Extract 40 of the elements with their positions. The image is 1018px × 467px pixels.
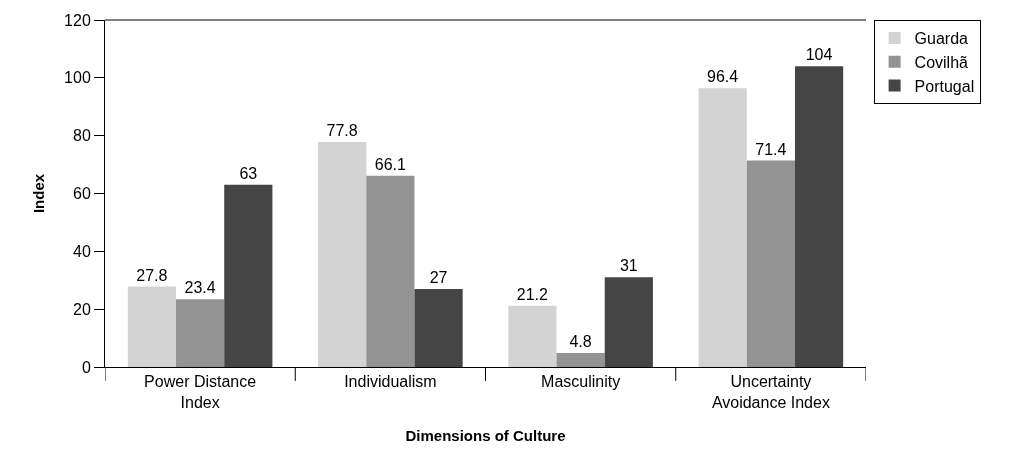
y-tick-label: 40 (73, 242, 91, 260)
bar (556, 353, 605, 367)
data-label: 96.4 (707, 68, 739, 86)
bar (604, 277, 653, 367)
legend-label: Covilhã (914, 53, 969, 71)
data-label: 4.8 (569, 333, 592, 351)
y-tick-label: 0 (81, 358, 91, 376)
bar (508, 305, 557, 367)
x-tick-label: Power Distance Index (144, 373, 257, 411)
y-tick-label: 80 (73, 127, 91, 145)
bar (224, 184, 273, 367)
data-label: 63 (239, 164, 258, 182)
data-label: 66.1 (374, 155, 406, 173)
legend-label: Portugal (914, 77, 975, 95)
data-label: 31 (619, 257, 638, 275)
bar (794, 66, 844, 367)
x-tick-label: Individualism (344, 373, 437, 391)
bar (746, 160, 795, 367)
bar (176, 299, 225, 367)
y-tick-label: 20 (73, 300, 91, 318)
data-label: 23.4 (184, 279, 216, 297)
bar (318, 142, 367, 367)
data-label: 27.8 (136, 266, 168, 284)
x-tick-label: Uncertainty Avoidance Index (711, 373, 830, 411)
bar (698, 88, 747, 367)
x-tick-label: Masculinity (541, 373, 621, 391)
data-label: 27 (429, 268, 448, 286)
data-label: 21.2 (516, 285, 549, 303)
y-axis-title: Index (30, 173, 48, 214)
y-tick-label: 100 (64, 69, 91, 87)
bar (127, 286, 177, 367)
y-tick-label: 60 (73, 185, 91, 203)
bar (366, 175, 415, 367)
data-label: 104 (805, 46, 833, 64)
legend-label: Guarda (914, 30, 969, 48)
data-label: 71.4 (755, 140, 787, 158)
data-label: 77.8 (326, 122, 358, 140)
bar (414, 288, 463, 367)
y-tick-label: 120 (64, 11, 91, 29)
x-axis-title: Dimensions of Culture (405, 427, 566, 444)
